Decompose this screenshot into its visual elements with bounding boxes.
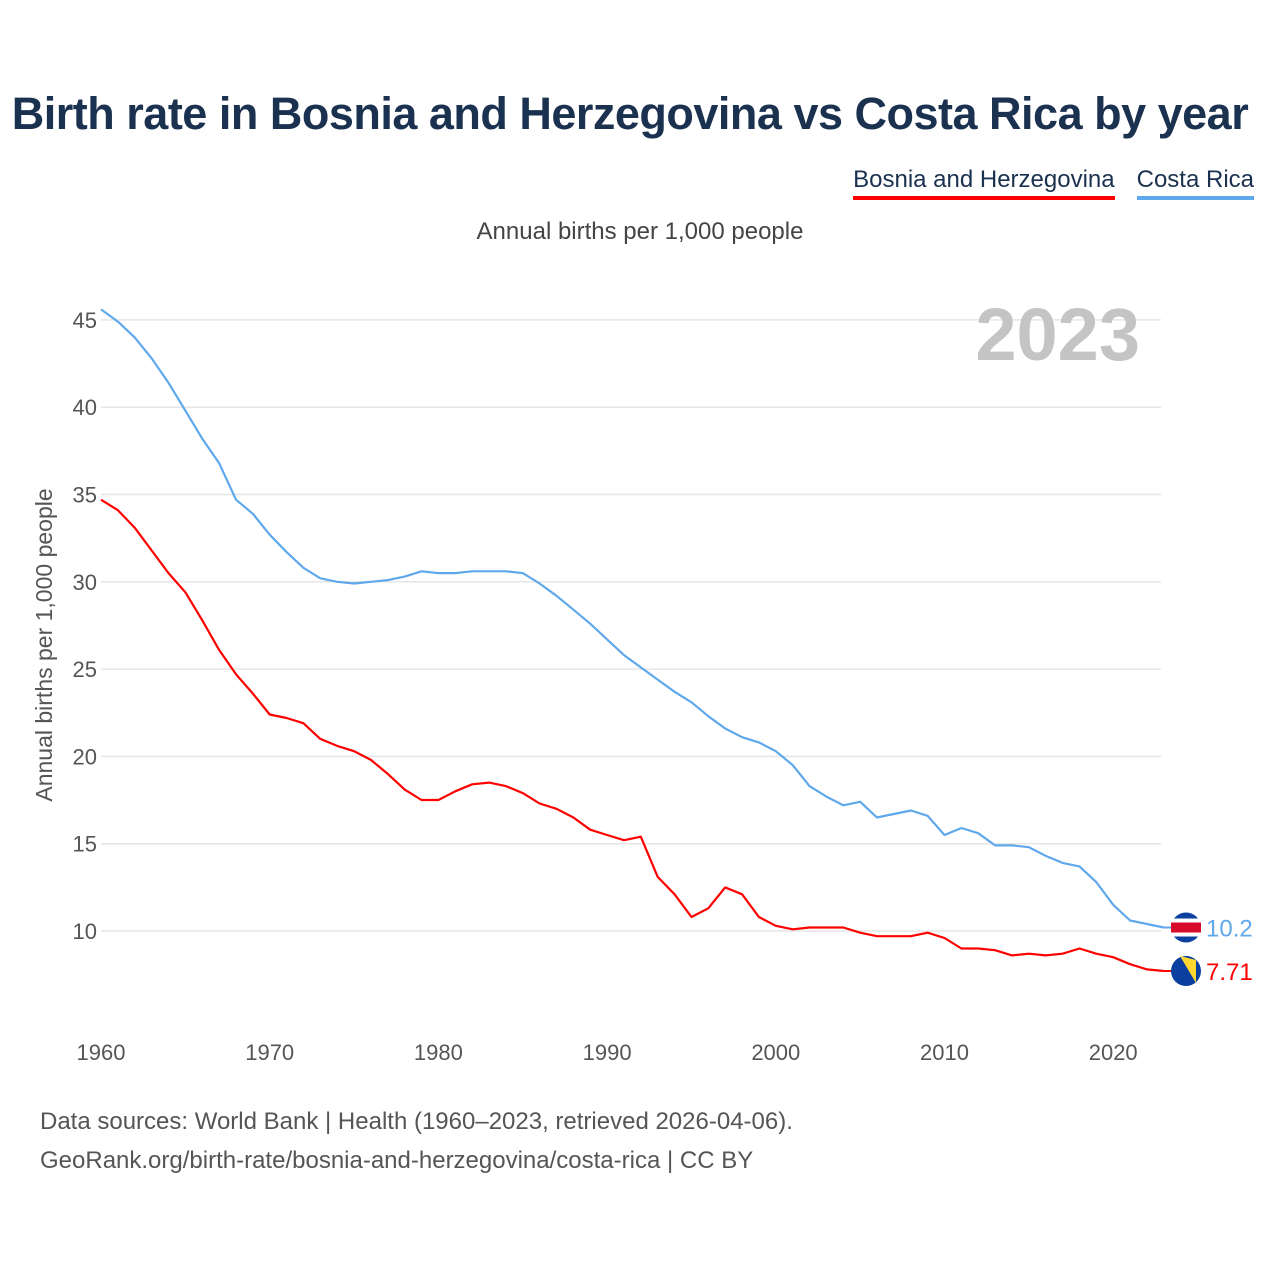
x-tick-label: 1990 (583, 1040, 632, 1065)
flag-triangle (1180, 955, 1196, 983)
x-tick-label: 1970 (245, 1040, 294, 1065)
y-tick-label: 35 (73, 483, 97, 508)
x-tick-label: 1960 (77, 1040, 126, 1065)
end-value-label: 7.71 (1206, 959, 1253, 986)
x-tick-label: 2020 (1089, 1040, 1138, 1065)
end-value-label: 10.2 (1206, 916, 1253, 943)
y-tick-label: 30 (73, 570, 97, 595)
url-text: GeoRank.org/birth-rate/bosnia-and-herzeg… (40, 1147, 754, 1174)
series-line-bosnia (100, 498, 1164, 973)
y-tick-label: 25 (73, 657, 97, 682)
y-tick-label: 45 (73, 308, 97, 333)
x-tick-label: 2000 (751, 1040, 800, 1065)
y-tick-label: 20 (73, 744, 97, 769)
year-watermark: 2023 (975, 293, 1140, 376)
legend-costa-rica[interactable]: Costa Rica (1136, 166, 1254, 200)
y-tick-label: 15 (73, 832, 97, 857)
y-tick-label: 10 (73, 919, 97, 944)
x-tick-label: 1980 (414, 1040, 463, 1065)
source-text: Data sources: World Bank | Health (1960–… (40, 1108, 793, 1135)
legend-bosnia[interactable]: Bosnia and Herzegovina (853, 166, 1115, 200)
chart-title: Birth rate in Bosnia and Herzegovina vs … (11, 88, 1249, 139)
series-line-costa-rica (100, 308, 1165, 929)
chart-subtitle: Annual births per 1,000 people (476, 218, 804, 245)
x-tick-label: 2010 (920, 1040, 969, 1065)
legend: Bosnia and Herzegovina Costa Rica (853, 166, 1254, 200)
y-axis-label: Annual births per 1,000 people (31, 488, 57, 801)
y-tick-label: 40 (73, 395, 97, 420)
flag-stripe (1171, 922, 1201, 933)
